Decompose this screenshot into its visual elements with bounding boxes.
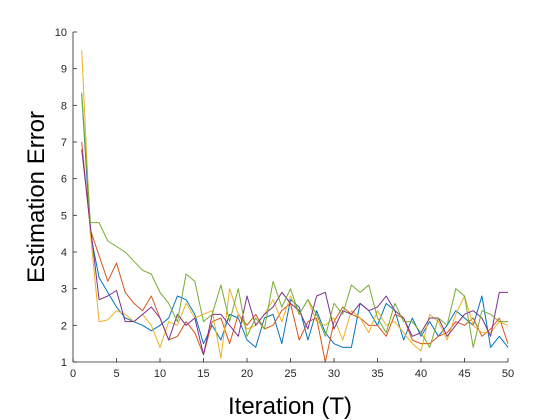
y-tick-label: 5: [61, 210, 67, 222]
x-tick-label: 35: [371, 368, 383, 380]
y-tick-label: 6: [61, 174, 67, 186]
series-layer: [81, 50, 509, 363]
x-tick-label: 40: [415, 368, 427, 380]
x-axis-title: Iteration (T): [228, 393, 352, 420]
y-tick-label: 9: [61, 64, 67, 76]
y-axis-title: Estimation Error: [23, 111, 50, 283]
y-tick-label: 3: [61, 284, 67, 296]
x-tick-label: 20: [241, 368, 253, 380]
y-tick-label: 10: [55, 27, 67, 39]
series-line-5: [81, 92, 508, 348]
x-tick-label: 0: [70, 368, 76, 380]
x-tick-label: 10: [154, 368, 166, 380]
x-tick-label: 5: [113, 368, 119, 380]
y-tick-label: 2: [61, 320, 67, 332]
y-tick-label: 1: [61, 357, 67, 369]
y-tick-label: 8: [61, 100, 67, 112]
series-line-3: [81, 50, 509, 359]
series-line-2: [81, 141, 509, 363]
x-tick-label: 45: [458, 368, 470, 380]
y-tick-label: 7: [61, 137, 67, 149]
x-tick-label: 30: [328, 368, 340, 380]
x-tick-label: 15: [197, 368, 209, 380]
x-tick-label: 25: [284, 368, 296, 380]
y-tick-label: 4: [61, 247, 67, 259]
series-line-4: [81, 149, 508, 356]
x-tick-label: 50: [502, 368, 514, 380]
series-line-1: [81, 94, 509, 348]
